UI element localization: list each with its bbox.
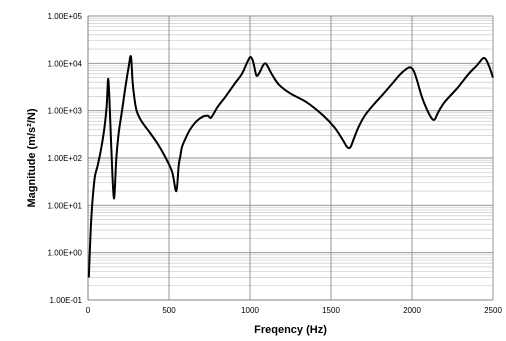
axes [87, 16, 493, 301]
grid [87, 15, 494, 301]
y-axis-label: Magnitude (m/s²/N) [26, 108, 38, 207]
x-tick-label: 500 [162, 306, 176, 315]
x-tick-label: 0 [86, 306, 91, 315]
x-tick-labels: 0 500 1000 1500 2000 2500 [86, 306, 503, 315]
x-tick-label: 2000 [403, 306, 421, 315]
y-tick-label: 1.00E+05 [48, 12, 83, 21]
y-tick-label: 1.00E+02 [48, 154, 83, 163]
y-tick-label: 1.00E+00 [48, 249, 83, 258]
series-line [87, 55, 494, 278]
x-tick-label: 1500 [322, 306, 340, 315]
y-tick-label: 1.00E+03 [48, 107, 83, 116]
x-axis-label: Freqency (Hz) [254, 324, 327, 336]
y-tick-label: 1.00E-01 [50, 296, 83, 305]
x-tick-label: 1000 [241, 306, 259, 315]
y-tick-label: 1.00E+01 [48, 201, 83, 210]
y-tick-label: 1.00E+04 [48, 59, 83, 68]
x-tick-label: 2500 [484, 306, 502, 315]
y-tick-labels: 1.00E-01 1.00E+00 1.00E+01 1.00E+02 1.00E+03… [48, 12, 83, 305]
